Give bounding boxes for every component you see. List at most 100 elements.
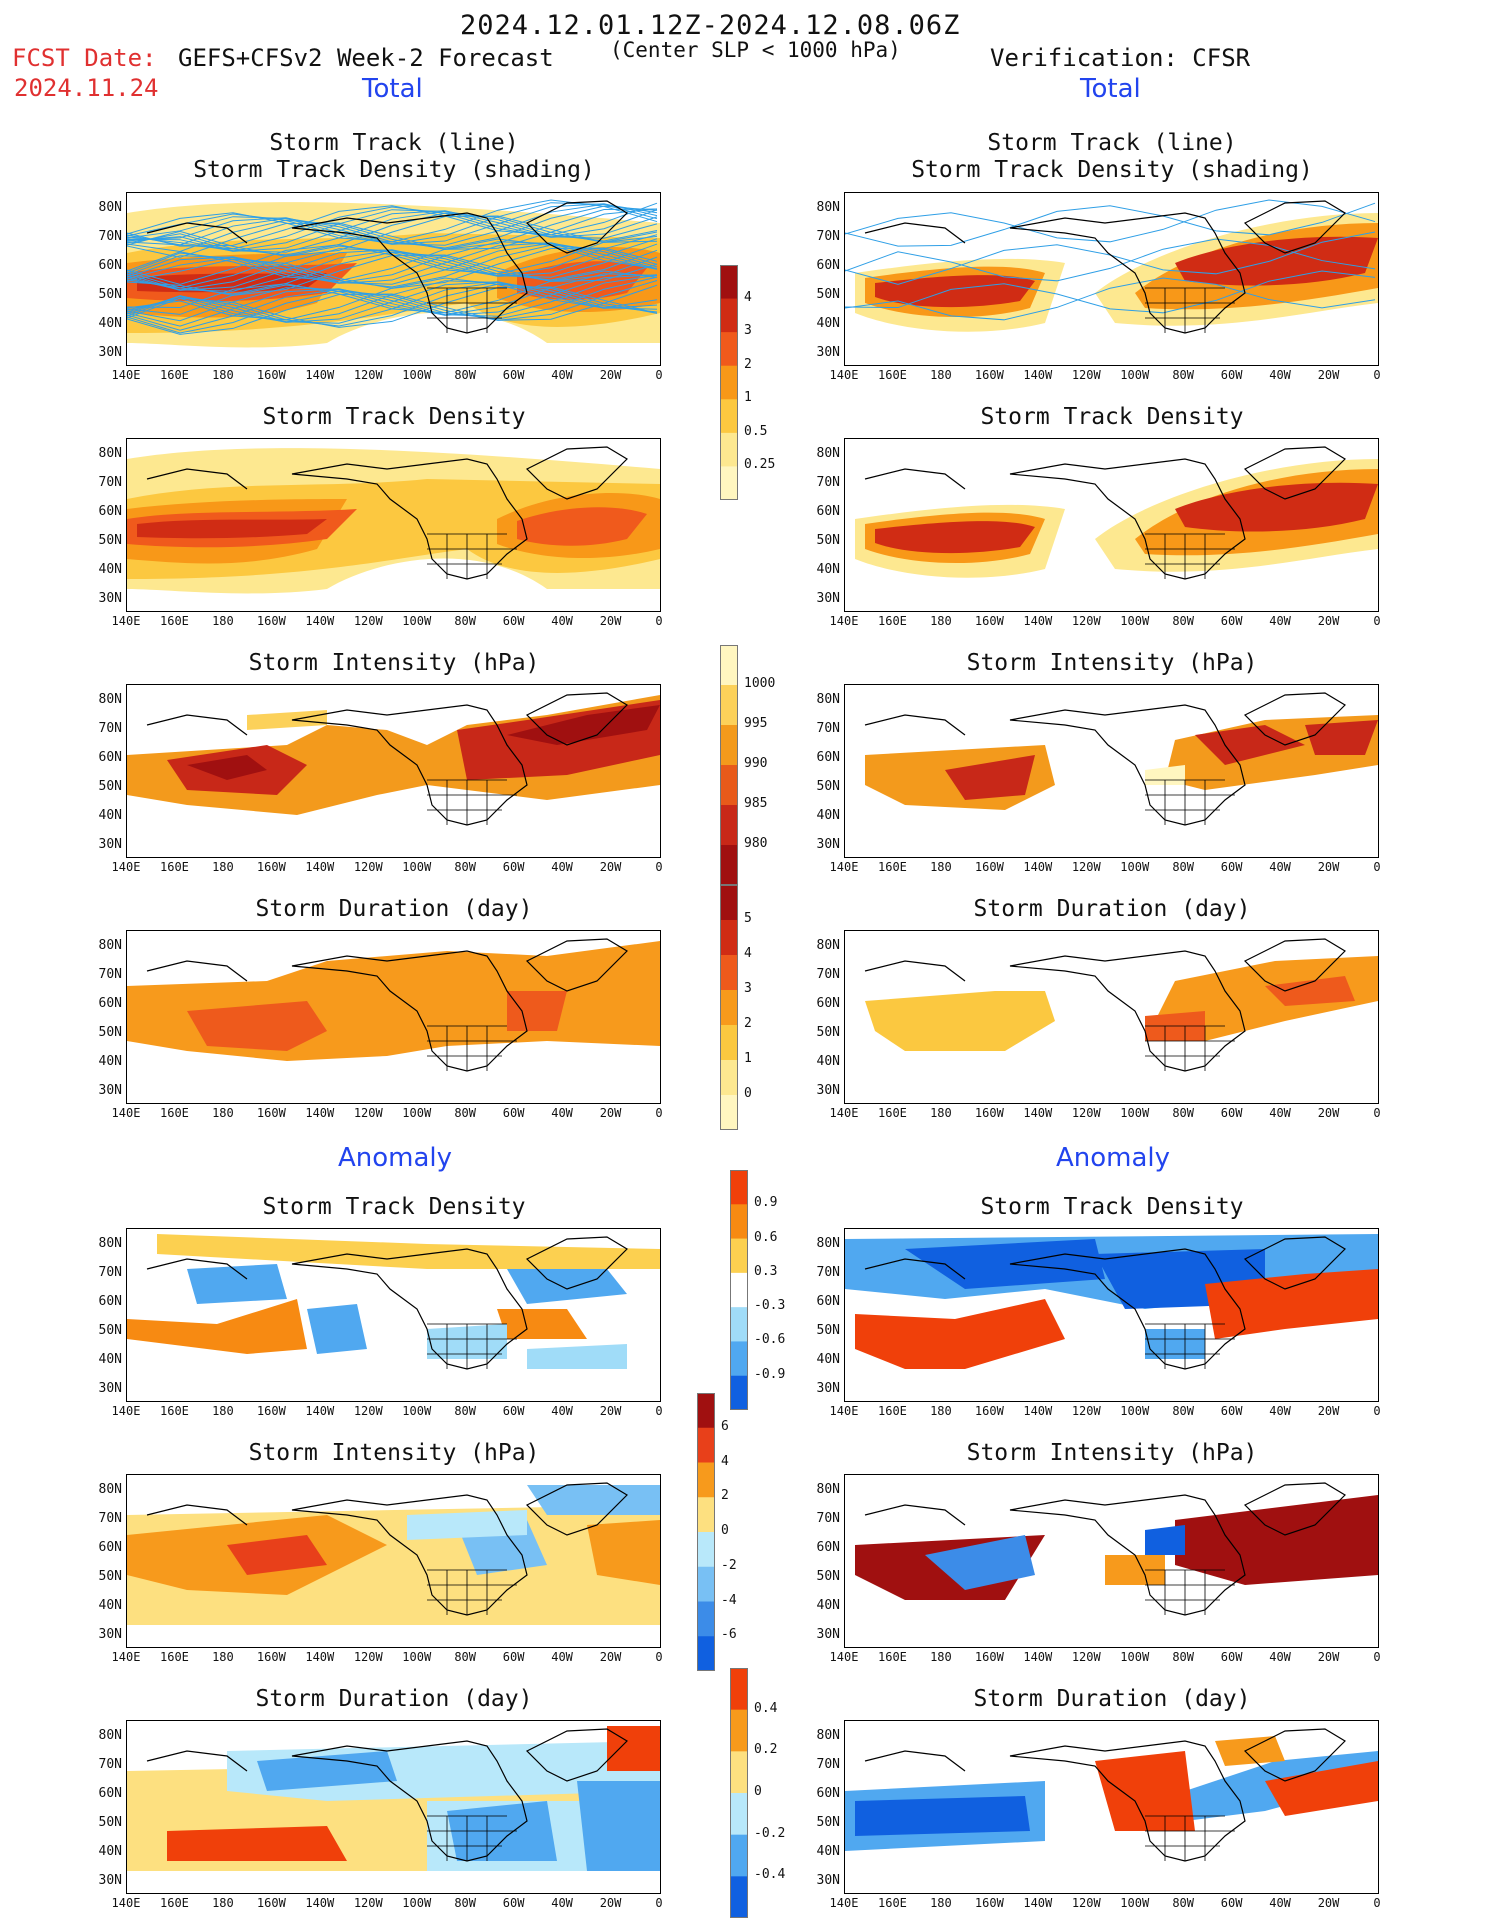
colorbar-frame — [730, 1170, 748, 1410]
lat-tick-label: 60N — [98, 258, 122, 273]
shading-region — [127, 493, 660, 564]
state-borders — [427, 1025, 517, 1071]
shading-region — [157, 1234, 660, 1269]
lat-tick-label: 40N — [816, 1844, 840, 1859]
lon-tick-label: 100W — [402, 614, 432, 628]
title-density-total-left: Storm Track Density — [262, 404, 526, 430]
lon-tick-label: 160W — [256, 1106, 286, 1120]
lon-tick-label: 0 — [655, 368, 663, 382]
lat-tick-label: 70N — [98, 1511, 122, 1526]
colorbar-swatch — [720, 725, 738, 766]
lon-tick-label: 0 — [655, 1896, 663, 1910]
lon-tick-label: 20W — [1317, 368, 1340, 382]
lon-tick-label: 120W — [1071, 614, 1101, 628]
map-panel-intensity-anom-forecast — [126, 1474, 661, 1648]
colorbar-swatch — [720, 685, 738, 726]
lon-tick-label: 40W — [1269, 1650, 1291, 1664]
lon-tick-label: 40W — [551, 1404, 573, 1418]
lat-tick-label: 60N — [98, 1540, 122, 1555]
title-intensity-total-left: Storm Intensity (hPa) — [248, 650, 540, 676]
lon-tick-label: 100W — [402, 1650, 432, 1664]
lat-tick-label: 70N — [816, 967, 840, 982]
storm-track-line — [845, 270, 1376, 314]
title-intensity-anom-right: Storm Intensity (hPa) — [966, 1440, 1258, 1466]
shading-region — [865, 715, 1378, 810]
lon-tick-label: 80W — [454, 614, 477, 628]
lon-tick-label: 140W — [1023, 368, 1053, 382]
map-panel-track-verification — [844, 192, 1379, 366]
lon-tick-label: 180 — [212, 1404, 234, 1418]
colorbar-label: 1 — [744, 1051, 752, 1066]
lat-tick-label: 80N — [816, 1236, 840, 1251]
lon-tick-label: 60W — [502, 1650, 525, 1664]
lat-tick-label: 30N — [98, 1873, 122, 1888]
colorbar-density_anom — [730, 1170, 748, 1410]
colorbar-swatch — [720, 432, 738, 467]
lon-tick-label: 0 — [1373, 1404, 1381, 1418]
lon-tick-label: 140W — [305, 614, 335, 628]
lon-tick-label: 100W — [402, 1896, 432, 1910]
lon-tick-label: 80W — [454, 1650, 477, 1664]
shading-region — [187, 991, 567, 1051]
lon-tick-label: 180 — [212, 1106, 234, 1120]
lon-tick-label: 140E — [829, 1106, 859, 1120]
title-duration-anom-right: Storm Duration (day) — [973, 1686, 1251, 1712]
lon-tick-label: 160E — [160, 1106, 189, 1120]
coastline — [864, 1728, 1346, 1862]
colorbar-swatch — [720, 365, 738, 400]
colorbar-label: 4 — [744, 946, 752, 961]
lon-tick-label: 140E — [829, 1896, 859, 1910]
colorbar-label: 0.25 — [744, 457, 776, 473]
shading-region — [945, 720, 1378, 800]
lat-tick-label: 70N — [98, 475, 122, 490]
lon-tick-label: 20W — [1317, 614, 1340, 628]
lon-tick-label: 0 — [655, 614, 663, 628]
lon-tick-label: 140W — [305, 1106, 335, 1120]
lat-tick-label: 80N — [816, 1728, 840, 1743]
lat-tick-label: 60N — [98, 504, 122, 519]
lat-tick-label: 40N — [816, 1598, 840, 1613]
lat-tick-label: 80N — [98, 1482, 122, 1497]
lat-tick-label: 30N — [98, 1627, 122, 1642]
storm-track-line — [845, 277, 1376, 321]
colorbar-label: 0.9 — [754, 1195, 778, 1211]
shading-region — [407, 1510, 527, 1540]
lon-tick-label: 180 — [212, 368, 234, 382]
lon-tick-label: 160E — [878, 1650, 907, 1664]
lat-tick-label: 80N — [98, 446, 122, 461]
lon-tick-label: 140E — [111, 1650, 141, 1664]
lat-tick-label: 60N — [816, 1540, 840, 1555]
colorbar-swatch — [720, 805, 738, 846]
colorbar-swatch — [730, 1709, 748, 1752]
lat-tick-label: 70N — [98, 229, 122, 244]
storm-track-line — [127, 208, 658, 258]
colorbar-duration_anom — [730, 1668, 748, 1918]
lat-tick-label: 40N — [98, 808, 122, 823]
colorbar-label: 3 — [744, 323, 752, 339]
lat-tick-label: 50N — [816, 287, 840, 302]
lon-tick-label: 100W — [1120, 1650, 1150, 1664]
shading-region — [127, 1515, 660, 1595]
map-panel-intensity-total-forecast — [126, 684, 661, 858]
lon-tick-label: 60W — [1220, 1650, 1243, 1664]
colorbar-label: 2 — [744, 1016, 752, 1031]
lat-tick-label: 60N — [98, 750, 122, 765]
lon-tick-label: 120W — [1071, 860, 1101, 874]
lat-tick-label: 40N — [816, 1352, 840, 1367]
lon-tick-label: 40W — [551, 368, 573, 382]
lat-tick-label: 60N — [98, 996, 122, 1011]
colorbar-frame — [720, 885, 738, 1130]
lon-tick-label: 160W — [974, 1650, 1004, 1664]
lon-tick-label: 120W — [353, 1106, 383, 1120]
colorbar-label: 995 — [744, 716, 768, 731]
lon-tick-label: 180 — [930, 1896, 952, 1910]
lon-tick-label: 140W — [305, 1896, 335, 1910]
shading-region — [187, 705, 660, 780]
lon-tick-label: 120W — [353, 860, 383, 874]
storm-track-line — [127, 203, 658, 245]
colorbar-label: 2 — [721, 1488, 729, 1504]
map-panel-duration-anom-verification — [844, 1720, 1379, 1894]
state-borders — [427, 1569, 517, 1615]
lon-tick-label: 20W — [1317, 1650, 1340, 1664]
title-duration-total-right: Storm Duration (day) — [973, 896, 1251, 922]
